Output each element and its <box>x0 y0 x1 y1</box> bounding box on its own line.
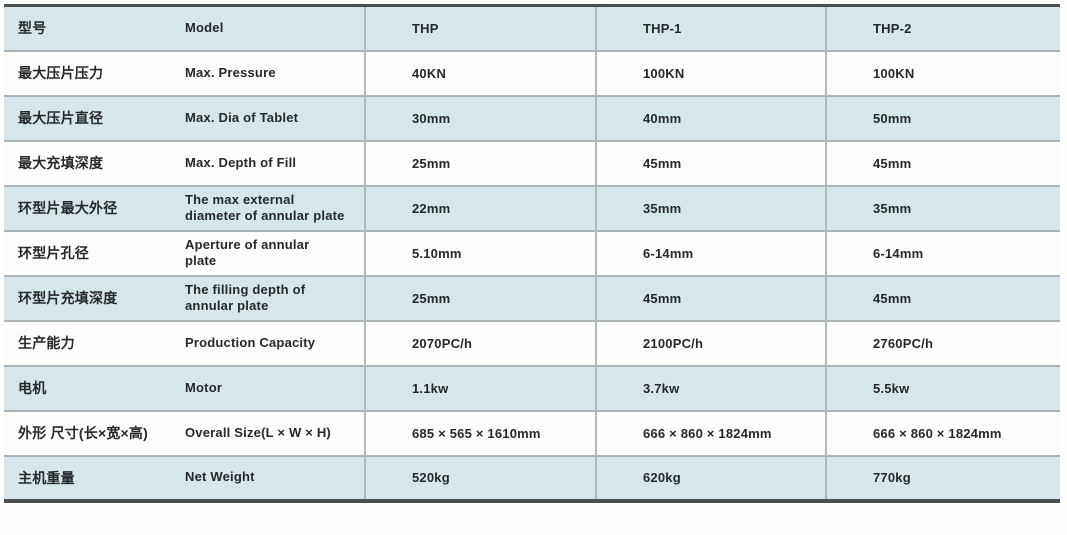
spec-value-thp-2: 6-14mm <box>825 229 1060 276</box>
spec-table: 型号 Model THP THP-1 THP-2 最大压片压力 Max. Pre… <box>4 4 1060 503</box>
spec-value-thp: 520kg <box>364 454 596 501</box>
spec-label-en: Max. Pressure <box>180 49 365 96</box>
table-row: 环型片孔径 Aperture of annular plate 5.10mm 6… <box>4 229 1060 276</box>
table-row: 环型片充填深度 The filling depth of annular pla… <box>4 274 1060 321</box>
spec-value-thp-2: 2760PC/h <box>825 319 1060 366</box>
spec-label-cn: 环型片最大外径 <box>4 184 180 231</box>
spec-value-thp-2: 35mm <box>825 184 1060 231</box>
spec-label-en: Max. Depth of Fill <box>180 139 365 186</box>
spec-label-en: The max external diameter of annular pla… <box>180 184 365 231</box>
spec-value-thp: 2070PC/h <box>364 319 596 366</box>
spec-label-cn: 最大充填深度 <box>4 139 180 186</box>
spec-label-cn: 外形 尺寸(长×宽×高) <box>4 409 180 456</box>
spec-value-thp-1: 45mm <box>595 274 826 321</box>
spec-label-cn: 最大压片压力 <box>4 49 180 96</box>
table-row: 最大压片直径 Max. Dia of Tablet 30mm 40mm 50mm <box>4 94 1060 141</box>
spec-value-thp: 5.10mm <box>364 229 596 276</box>
spec-label-en: Net Weight <box>180 454 365 501</box>
spec-value-thp-2: 666 × 860 × 1824mm <box>825 409 1060 456</box>
spec-label-en: Overall Size(L × W × H) <box>180 409 365 456</box>
spec-value-thp-1: 100KN <box>595 49 826 96</box>
spec-value-thp: 1.1kw <box>364 364 596 411</box>
spec-value-thp-1: 3.7kw <box>595 364 826 411</box>
table-row: 外形 尺寸(长×宽×高) Overall Size(L × W × H) 685… <box>4 409 1060 456</box>
spec-label-cn: 最大压片直径 <box>4 94 180 141</box>
spec-label-cn: 电机 <box>4 364 180 411</box>
table-row: 最大压片压力 Max. Pressure 40KN 100KN 100KN <box>4 49 1060 96</box>
spec-label-cn: 生产能力 <box>4 319 180 366</box>
spec-label-cn: 环型片孔径 <box>4 229 180 276</box>
spec-value-thp-1: 40mm <box>595 94 826 141</box>
spec-value-thp-1: THP-1 <box>595 5 826 51</box>
spec-value-thp-2: THP-2 <box>825 5 1060 51</box>
spec-value-thp-2: 770kg <box>825 454 1060 501</box>
spec-value-thp-2: 45mm <box>825 139 1060 186</box>
spec-value-thp-1: 666 × 860 × 1824mm <box>595 409 826 456</box>
table-row: 生产能力 Production Capacity 2070PC/h 2100PC… <box>4 319 1060 366</box>
spec-value-thp-1: 35mm <box>595 184 826 231</box>
spec-label-en: Max. Dia of Tablet <box>180 94 365 141</box>
spec-value-thp-1: 45mm <box>595 139 826 186</box>
spec-value-thp-2: 45mm <box>825 274 1060 321</box>
table-row: 环型片最大外径 The max external diameter of ann… <box>4 184 1060 231</box>
spec-label-en: Motor <box>180 364 365 411</box>
spec-label-en: The filling depth of annular plate <box>180 274 365 321</box>
table-header-row: 型号 Model THP THP-1 THP-2 <box>4 5 1060 51</box>
spec-value-thp: 685 × 565 × 1610mm <box>364 409 596 456</box>
spec-value-thp-1: 2100PC/h <box>595 319 826 366</box>
spec-label-cn: 主机重量 <box>4 454 180 501</box>
spec-value-thp: 40KN <box>364 49 596 96</box>
spec-value-thp-2: 50mm <box>825 94 1060 141</box>
table-row: 主机重量 Net Weight 520kg 620kg 770kg <box>4 454 1060 501</box>
spec-label-en: Model <box>180 5 365 51</box>
spec-value-thp: 22mm <box>364 184 596 231</box>
table-row: 电机 Motor 1.1kw 3.7kw 5.5kw <box>4 364 1060 411</box>
spec-table-body: 型号 Model THP THP-1 THP-2 最大压片压力 Max. Pre… <box>4 5 1060 501</box>
spec-value-thp-2: 5.5kw <box>825 364 1060 411</box>
spec-value-thp: 25mm <box>364 274 596 321</box>
spec-label-en: Aperture of annular plate <box>180 229 365 276</box>
spec-value-thp-1: 6-14mm <box>595 229 826 276</box>
spec-label-cn: 环型片充填深度 <box>4 274 180 321</box>
spec-value-thp: THP <box>364 5 596 51</box>
spec-value-thp-1: 620kg <box>595 454 826 501</box>
spec-value-thp-2: 100KN <box>825 49 1060 96</box>
spec-label-en: Production Capacity <box>180 319 365 366</box>
table-row: 最大充填深度 Max. Depth of Fill 25mm 45mm 45mm <box>4 139 1060 186</box>
spec-value-thp: 25mm <box>364 139 596 186</box>
spec-label-cn: 型号 <box>4 5 180 51</box>
spec-value-thp: 30mm <box>364 94 596 141</box>
